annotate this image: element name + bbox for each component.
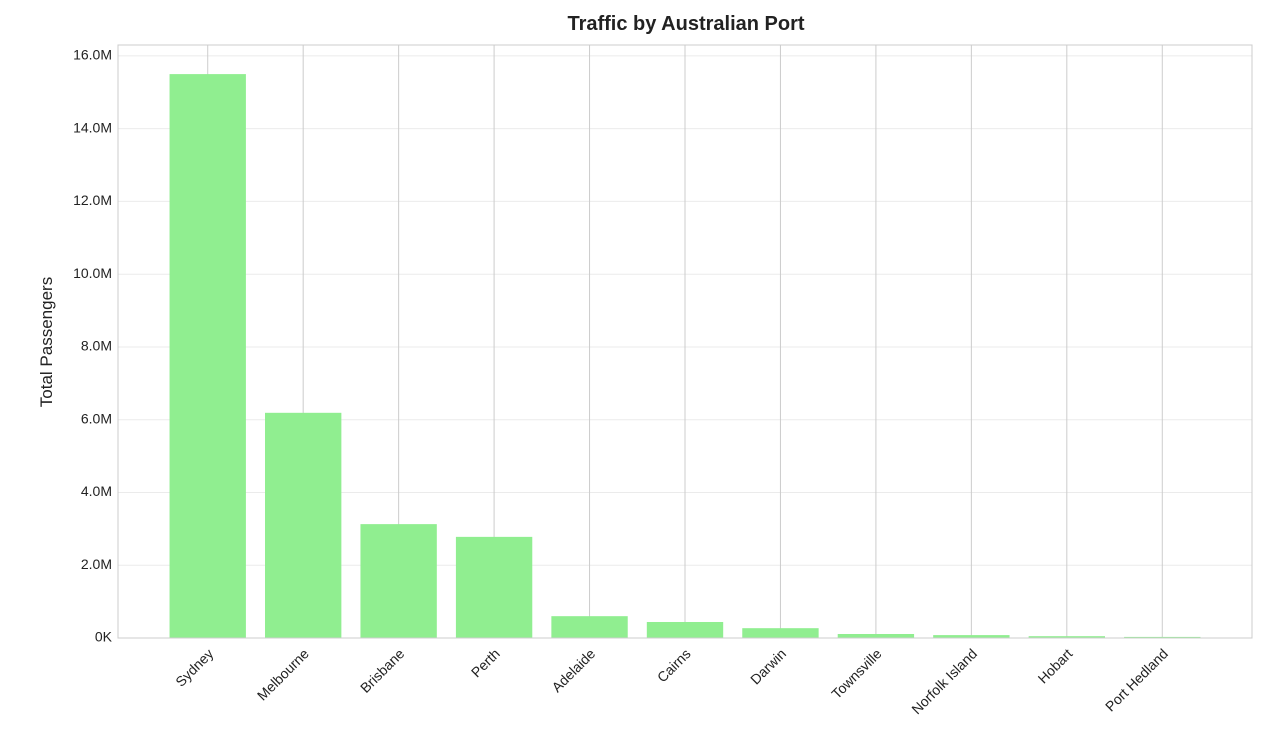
x-tick-label: Cairns [654, 645, 694, 685]
bar [1124, 636, 1201, 638]
bar [169, 74, 246, 638]
x-tick-label: Hobart [1035, 645, 1076, 686]
chart-title: Traffic by Australian Port [567, 13, 804, 35]
bar [742, 628, 819, 638]
x-tick-label: Darwin [747, 645, 789, 687]
bar [551, 616, 628, 638]
y-tick-label: 12.0M [73, 192, 112, 208]
x-tick-label: Port Hedland [1102, 645, 1171, 714]
x-tick-label: Sydney [172, 645, 216, 689]
y-tick-label: 16.0M [73, 47, 112, 63]
x-tick-label: Melbourne [254, 645, 312, 703]
bar [1028, 636, 1105, 638]
bar [646, 621, 724, 638]
x-tick-label: Perth [468, 645, 503, 680]
bar [837, 633, 915, 638]
y-axis-label: Total Passengers [37, 277, 56, 407]
y-tick-label: 10.0M [73, 265, 112, 281]
y-tick-label: 6.0M [81, 410, 112, 426]
x-tick-label: Brisbane [357, 645, 408, 696]
bar [933, 635, 1010, 638]
x-tick-label: Townsville [828, 645, 885, 702]
y-tick-label: 4.0M [81, 483, 112, 499]
bar [455, 536, 533, 638]
y-tick-label: 14.0M [73, 119, 112, 135]
bar [265, 412, 342, 638]
y-tick-label: 0K [95, 629, 113, 645]
y-tick-label: 2.0M [81, 556, 112, 572]
x-tick-label: Adelaide [548, 645, 598, 695]
plot-frame [117, 44, 1253, 639]
bar [360, 524, 437, 638]
y-tick-label: 8.0M [81, 338, 112, 354]
x-tick-label: Norfolk Island [908, 645, 980, 717]
